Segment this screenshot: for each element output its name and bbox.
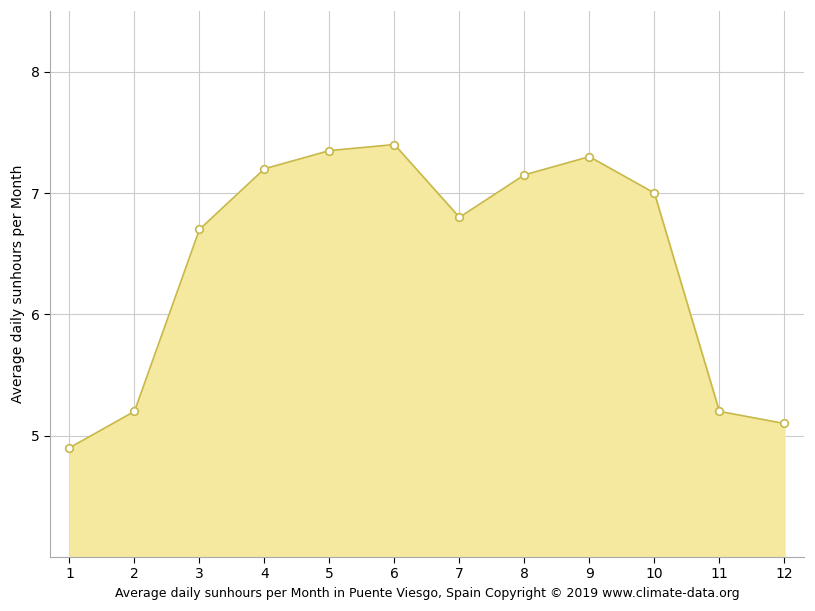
X-axis label: Average daily sunhours per Month in Puente Viesgo, Spain Copyright © 2019 www.cl: Average daily sunhours per Month in Puen… <box>115 587 739 600</box>
Y-axis label: Average daily sunhours per Month: Average daily sunhours per Month <box>11 165 25 403</box>
